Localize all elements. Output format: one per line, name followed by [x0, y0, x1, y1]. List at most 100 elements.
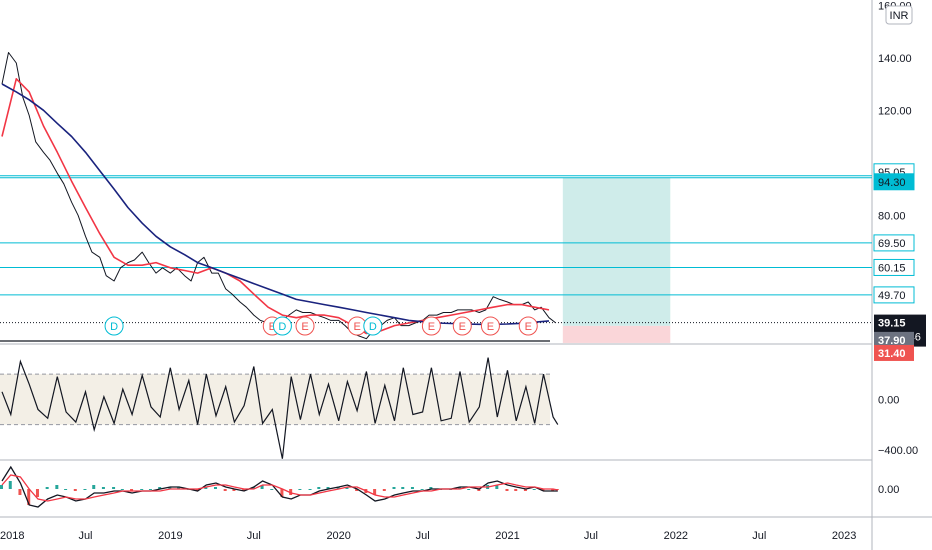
- macd-histogram-bar: [280, 489, 284, 497]
- macd-histogram-bar: [232, 489, 236, 491]
- level-tag[interactable]: 69.50: [873, 234, 915, 252]
- macd-histogram-bar: [195, 489, 199, 491]
- macd-histogram-bar: [289, 489, 293, 495]
- dividend-marker-circle: [363, 316, 383, 336]
- macd-histogram-bar: [8, 481, 12, 489]
- dividend-marker-label: D: [110, 321, 118, 333]
- earnings-marker-label: E: [525, 321, 532, 333]
- macd-histogram-bar: [242, 489, 246, 491]
- macd-histogram-bar: [92, 485, 96, 489]
- macd-histogram-bar: [523, 489, 527, 491]
- earnings-marker[interactable]: E: [421, 316, 441, 336]
- macd-histogram-bar: [140, 489, 144, 490]
- earnings-marker-circle: [295, 316, 315, 336]
- macd-histogram-bar: [101, 487, 105, 489]
- level-tag[interactable]: 49.70: [873, 286, 915, 304]
- macd-histogram-bar: [214, 487, 217, 489]
- level-tag-box: [873, 286, 915, 304]
- position-price-tag-text: 31.40: [878, 348, 906, 360]
- dividend-marker[interactable]: D: [272, 316, 292, 336]
- macd-histogram-bar: [148, 489, 152, 490]
- position-price-tag[interactable]: 31.40: [874, 344, 914, 361]
- macd-histogram-bar: [177, 487, 181, 489]
- macd-histogram-bar: [382, 489, 386, 491]
- position-price-tag-text: 37.90: [878, 335, 906, 347]
- macd-histogram-bar: [64, 489, 68, 490]
- earnings-marker[interactable]: E: [518, 316, 538, 336]
- earnings-marker-circle: [518, 316, 538, 336]
- price-axis-tick-label: 120.00: [878, 105, 912, 117]
- position-profit-zone[interactable]: [562, 177, 671, 326]
- macd-histogram-bar: [298, 489, 302, 490]
- macd-histogram-bar: [420, 489, 424, 490]
- dividend-marker[interactable]: D: [104, 316, 124, 336]
- earnings-marker-label: E: [459, 321, 466, 333]
- macd-axis-tick-label: 0.00: [878, 484, 899, 496]
- macd-histogram-bar: [270, 489, 274, 490]
- dividend-marker[interactable]: D: [363, 316, 383, 336]
- time-axis-tick-label: 2019: [158, 530, 182, 542]
- level-tag[interactable]: 94.30: [873, 173, 915, 191]
- earnings-marker-label: E: [269, 321, 276, 333]
- time-axis-tick-label: Jul: [416, 530, 430, 542]
- macd-histogram-bar: [317, 487, 321, 489]
- oscillator-axis-tick-label: 0.00: [878, 394, 899, 406]
- time-axis-tick-label: 2022: [664, 530, 688, 542]
- macd-histogram-bar: [35, 489, 39, 497]
- macd-histogram-bar: [532, 489, 536, 490]
- level-tag-box: [873, 173, 915, 191]
- level-tag-box: [873, 258, 915, 276]
- macd-histogram-bar: [18, 489, 22, 495]
- macd-histogram-bar: [27, 489, 31, 505]
- macd-histogram-bar: [73, 489, 77, 491]
- macd-signal-line: [1, 474, 558, 502]
- level-tag[interactable]: 60.15: [873, 258, 915, 276]
- macd-histogram-bar: [505, 489, 509, 491]
- macd-histogram-bar: [551, 489, 555, 491]
- earnings-marker-circle: [452, 316, 472, 336]
- earnings-marker-circle: [421, 316, 441, 336]
- level-tag-box: [873, 234, 915, 252]
- macd-histogram-bar: [467, 489, 471, 490]
- earnings-marker[interactable]: E: [452, 316, 472, 336]
- earnings-marker-label: E: [353, 321, 360, 333]
- macd-histogram-bar: [345, 487, 349, 489]
- price-axis-tick-label: 140.00: [878, 53, 912, 65]
- dividend-marker-label: D: [278, 321, 286, 333]
- earnings-marker-label: E: [301, 321, 308, 333]
- macd-histogram-bar: [410, 487, 414, 489]
- position-loss-zone[interactable]: [562, 325, 671, 343]
- macd-histogram-bar: [120, 489, 124, 490]
- earnings-marker[interactable]: E: [295, 316, 315, 336]
- currency-label: INR: [890, 10, 909, 22]
- macd-histogram-bar: [168, 487, 172, 489]
- time-axis-tick-label: Jul: [247, 530, 261, 542]
- macd-histogram-bar: [0, 485, 3, 489]
- dividend-marker-circle: [272, 316, 292, 336]
- macd-histogram-bar: [392, 487, 396, 489]
- level-tag-text: 49.70: [878, 290, 906, 302]
- dividend-marker-label: D: [369, 321, 377, 333]
- earnings-marker-label: E: [428, 321, 435, 333]
- macd-histogram-bar: [83, 489, 87, 490]
- earnings-marker-circle: [480, 316, 500, 336]
- macd-histogram-bar: [326, 487, 330, 489]
- level-tag-text: 94.30: [878, 177, 906, 189]
- position-price-tag-box: [874, 331, 914, 348]
- macd-histogram-bar: [158, 487, 162, 489]
- macd-histogram-bar: [429, 487, 433, 489]
- macd-histogram-bar: [223, 489, 227, 491]
- macd-histogram-bar: [457, 487, 461, 489]
- macd-histogram-bar: [308, 489, 312, 490]
- time-axis-tick-label: Jul: [752, 530, 766, 542]
- position-price-tag-box: [874, 344, 914, 361]
- earnings-marker-label: E: [487, 321, 494, 333]
- macd-histogram-bar: [541, 489, 545, 491]
- earnings-marker[interactable]: E: [480, 316, 500, 336]
- macd-histogram-bar: [260, 485, 264, 489]
- currency-badge[interactable]: INR: [885, 5, 913, 25]
- position-price-tag[interactable]: 37.90: [874, 331, 914, 348]
- level-tag-text: 60.15: [878, 262, 906, 274]
- macd-histogram-bar: [45, 487, 49, 489]
